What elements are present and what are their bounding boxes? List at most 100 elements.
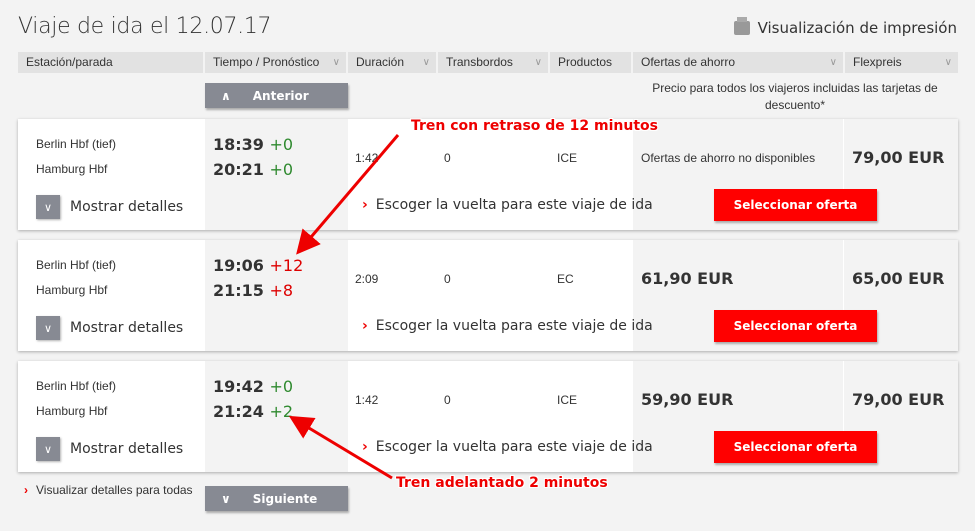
chevron-right-icon: ›	[24, 483, 28, 497]
choose-return-link[interactable]: › Escoger la vuelta para este viaje de id…	[362, 439, 653, 455]
early-annotation: Tren adelantado 2 minutos	[396, 475, 608, 491]
return-label: Escoger la vuelta para este viaje de ida	[375, 439, 653, 455]
arrival-station: Hamburg Hbf	[36, 162, 108, 176]
select-offer-button[interactable]: Seleccionar oferta	[714, 431, 877, 463]
flexpreis-price: 79,00 EUR	[852, 148, 945, 167]
arrival-station: Hamburg Hbf	[36, 283, 108, 297]
col-savings[interactable]: Ofertas de ahorro ∨	[633, 52, 843, 73]
duration: 2:09	[355, 272, 379, 286]
next-label: Siguiente	[252, 491, 318, 506]
price-note: Precio para todos los viajeros incluidas…	[652, 81, 938, 112]
transfers: 0	[444, 151, 451, 165]
dep-time: 19:42	[213, 377, 264, 396]
connection-row: Berlin Hbf (tief) Hamburg Hbf 18:39 +0 2…	[18, 119, 958, 230]
chevron-down-icon: ∨	[36, 195, 60, 219]
arrival-time: 21:15 +8	[213, 281, 293, 300]
chevron-down-icon: ∨	[534, 57, 542, 68]
divider	[843, 361, 844, 436]
chevron-down-icon: ∨	[422, 57, 430, 68]
flexpreis-price: 65,00 EUR	[852, 269, 945, 288]
chevron-right-icon: ›	[362, 318, 368, 334]
show-all-label: Visualizar detalles para todas	[36, 483, 193, 497]
return-label: Escoger la vuelta para este viaje de ida	[375, 318, 653, 334]
savings-price: 61,90 EUR	[641, 269, 734, 288]
flexpreis-price: 79,00 EUR	[852, 390, 945, 409]
col-label: Transbordos	[446, 55, 513, 69]
departure-time: 19:42 +0	[213, 377, 293, 396]
departure-time: 18:39 +0	[213, 135, 293, 154]
col-duration[interactable]: Duración ∨	[348, 52, 436, 73]
print-label: Visualización de impresión	[757, 19, 957, 37]
printer-icon	[733, 17, 750, 35]
product: EC	[557, 272, 574, 286]
arr-time: 21:15	[213, 281, 264, 300]
dep-time: 18:39	[213, 135, 264, 154]
col-station: Estación/parada	[18, 52, 203, 73]
next-button[interactable]: ∨ Siguiente	[205, 486, 348, 511]
savings-offer: Ofertas de ahorro no disponibles	[641, 151, 816, 165]
arr-delay: +8	[269, 281, 294, 300]
arr-delay: +0	[269, 160, 294, 179]
transfers: 0	[444, 272, 451, 286]
departure-station: Berlin Hbf (tief)	[36, 137, 117, 151]
col-time[interactable]: Tiempo / Pronóstico ∨	[205, 52, 346, 73]
details-label: Mostrar detalles	[70, 320, 184, 336]
duration: 1:42	[355, 393, 379, 407]
arr-delay: +2	[269, 402, 294, 421]
show-all-details-link[interactable]: › Visualizar detalles para todas	[24, 482, 194, 498]
select-offer-button[interactable]: Seleccionar oferta	[714, 310, 877, 342]
chevron-down-icon: ∨	[944, 57, 952, 68]
connection-row: Berlin Hbf (tief) Hamburg Hbf 19:06 +12 …	[18, 240, 958, 351]
col-label: Ofertas de ahorro	[641, 55, 736, 69]
arr-time: 21:24	[213, 402, 264, 421]
return-label: Escoger la vuelta para este viaje de ida	[375, 197, 653, 213]
delay-annotation: Tren con retraso de 12 minutos	[411, 118, 658, 134]
show-details-button[interactable]: ∨ Mostrar detalles	[36, 195, 183, 219]
departure-time: 19:06 +12	[213, 256, 303, 275]
previous-button[interactable]: ∧ Anterior	[205, 83, 348, 108]
arrival-station: Hamburg Hbf	[36, 404, 108, 418]
divider	[843, 119, 844, 194]
table-header: Estación/parada Tiempo / Pronóstico ∨ Dur…	[18, 52, 958, 73]
page-title: Viaje de ida el 12.07.17	[18, 14, 272, 39]
dep-delay: +0	[269, 135, 294, 154]
col-label: Duración	[356, 55, 405, 69]
details-label: Mostrar detalles	[70, 441, 184, 457]
choose-return-link[interactable]: › Escoger la vuelta para este viaje de id…	[362, 318, 653, 334]
col-label: Tiempo / Pronóstico	[213, 55, 320, 69]
print-view-link[interactable]: Visualización de impresión	[733, 17, 957, 37]
transfers: 0	[444, 393, 451, 407]
details-label: Mostrar detalles	[70, 199, 184, 215]
chevron-up-icon: ∧	[221, 88, 231, 103]
col-label: Estación/parada	[26, 55, 113, 69]
departure-station: Berlin Hbf (tief)	[36, 379, 117, 393]
duration: 1:42	[355, 151, 379, 165]
col-products: Productos	[550, 52, 631, 73]
previous-label: Anterior	[252, 88, 309, 103]
dep-delay: +12	[269, 256, 304, 275]
select-offer-button[interactable]: Seleccionar oferta	[714, 189, 877, 221]
chevron-down-icon: ∨	[36, 437, 60, 461]
chevron-down-icon: ∨	[36, 316, 60, 340]
connection-row: Berlin Hbf (tief) Hamburg Hbf 19:42 +0 2…	[18, 361, 958, 472]
savings-price: 59,90 EUR	[641, 390, 734, 409]
time-column	[205, 240, 348, 351]
choose-return-link[interactable]: › Escoger la vuelta para este viaje de id…	[362, 197, 653, 213]
dep-time: 19:06	[213, 256, 264, 275]
arrival-time: 21:24 +2	[213, 402, 293, 421]
chevron-right-icon: ›	[362, 197, 368, 213]
dep-delay: +0	[269, 377, 294, 396]
show-details-button[interactable]: ∨ Mostrar detalles	[36, 437, 183, 461]
chevron-down-icon: ∨	[221, 491, 231, 506]
show-details-button[interactable]: ∨ Mostrar detalles	[36, 316, 183, 340]
col-label: Flexpreis	[853, 55, 902, 69]
arrival-time: 20:21 +0	[213, 160, 293, 179]
col-transfers[interactable]: Transbordos ∨	[438, 52, 548, 73]
arr-time: 20:21	[213, 160, 264, 179]
chevron-right-icon: ›	[362, 439, 368, 455]
divider	[843, 240, 844, 315]
col-label: Productos	[558, 55, 613, 69]
chevron-down-icon: ∨	[829, 57, 837, 68]
col-flexpreis[interactable]: Flexpreis ∨	[845, 52, 958, 73]
chevron-down-icon: ∨	[332, 57, 340, 68]
